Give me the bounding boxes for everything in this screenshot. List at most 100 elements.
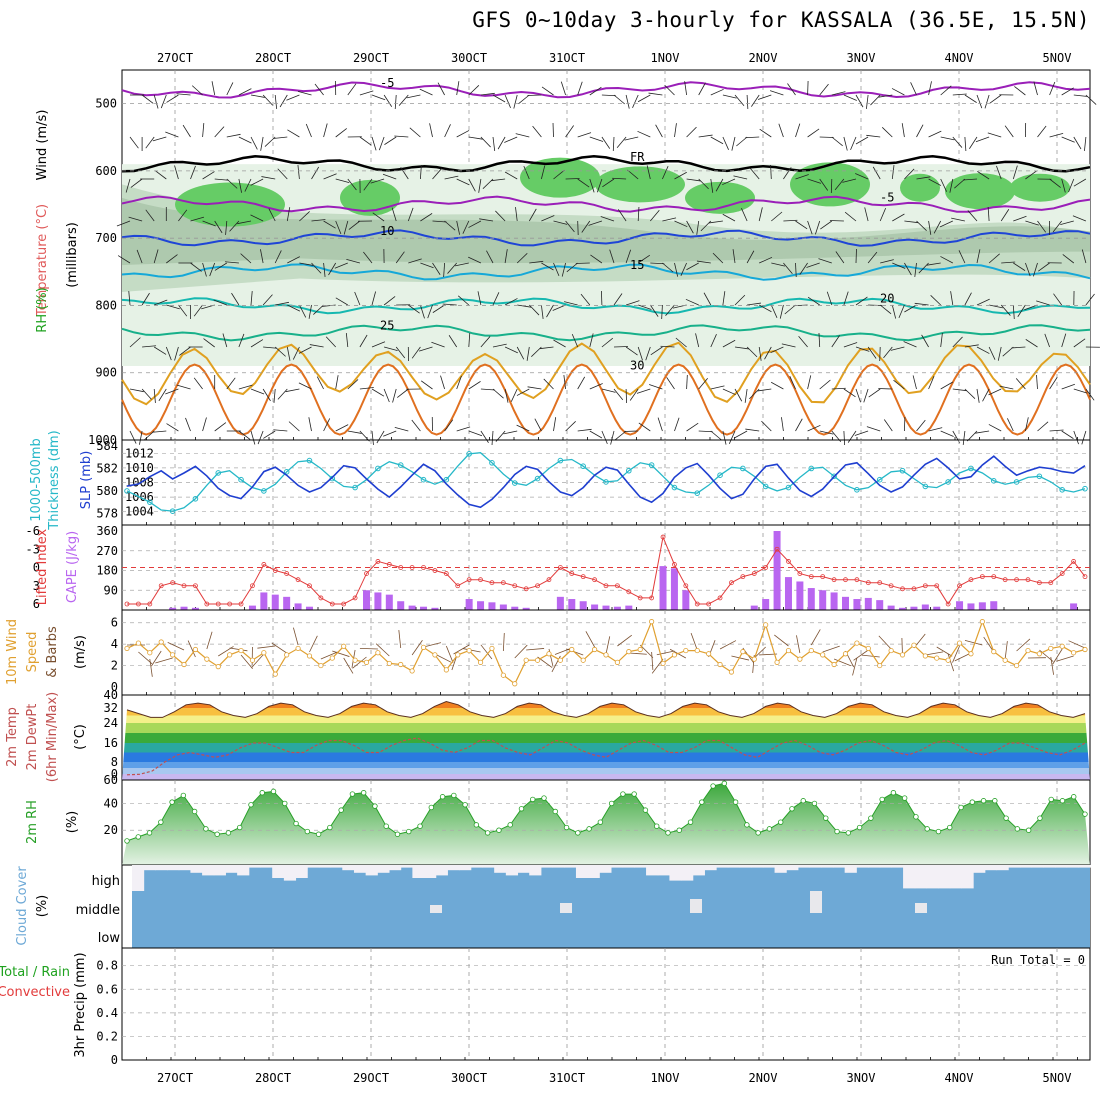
wind-barb xyxy=(878,94,893,98)
lifted-index-point xyxy=(820,574,826,580)
isotherm-35 xyxy=(121,363,1091,436)
cloud-high-gap xyxy=(949,865,962,889)
wind-speed-point xyxy=(785,647,792,654)
wind-barb xyxy=(504,249,508,264)
wind-barb xyxy=(939,220,953,228)
lifted-index-point xyxy=(250,583,255,589)
wind-barb xyxy=(299,304,307,318)
rh-point xyxy=(315,831,322,837)
wind-barb xyxy=(517,304,532,308)
wind-speed-point xyxy=(534,657,541,663)
wind-barb xyxy=(901,123,905,138)
wind-barb xyxy=(193,304,203,317)
rh-point xyxy=(766,826,773,832)
wind-speed-point xyxy=(215,664,221,670)
wind-barb-10m xyxy=(1004,641,1008,660)
wind-barb xyxy=(781,343,796,348)
wind-barb xyxy=(492,136,496,151)
isotherm-label: -5 xyxy=(880,191,894,205)
cape-bar xyxy=(853,599,861,610)
thickness-point xyxy=(945,479,951,485)
wind-barb xyxy=(649,304,659,317)
rh-point xyxy=(608,800,615,807)
isotherm-label: 20 xyxy=(880,291,894,305)
cloud-high-gap xyxy=(914,865,927,889)
wind-barb xyxy=(951,217,965,222)
cloud-high-gap xyxy=(832,865,846,868)
cape-tick: 180 xyxy=(96,564,118,578)
wind-barb xyxy=(601,388,616,393)
lifted-index-point xyxy=(352,595,358,601)
rh-point xyxy=(1082,811,1088,817)
wind-barb xyxy=(250,291,253,306)
wind-barb xyxy=(686,374,688,390)
wind-barb xyxy=(456,81,460,96)
wind-barb xyxy=(662,262,674,273)
rh2m-label: 2m RH xyxy=(25,800,40,844)
wind-barb xyxy=(601,94,616,97)
temp-band xyxy=(122,695,1090,702)
cape-bar xyxy=(488,602,496,610)
wind-barb xyxy=(443,262,445,277)
wind-barb xyxy=(771,211,783,222)
wind-barb-10m xyxy=(271,642,287,654)
top-date-tick: 29OCT xyxy=(353,51,389,65)
wind-barb xyxy=(541,262,554,271)
wind-barb xyxy=(1037,125,1047,138)
wind-barb-10m xyxy=(964,639,983,646)
wind-barb xyxy=(348,220,361,230)
wind-barb xyxy=(447,262,458,274)
rh-point xyxy=(947,824,953,831)
wind-barb xyxy=(141,94,154,104)
wind-barb xyxy=(456,375,462,390)
rh-point xyxy=(158,819,164,825)
wind-barb xyxy=(288,421,300,432)
thickness-point xyxy=(580,463,586,470)
cape-bar xyxy=(784,577,792,610)
cape-bar xyxy=(967,603,975,610)
rh-point xyxy=(248,802,254,808)
wind-speed-point xyxy=(979,619,985,625)
wind-barb xyxy=(238,333,245,348)
lifted-index-point xyxy=(683,583,689,589)
rh-point xyxy=(237,824,243,831)
lifted-index-point xyxy=(318,595,324,601)
wind-speed-point xyxy=(306,653,313,659)
rh-point xyxy=(992,798,998,804)
slp-label: SLP (mb) xyxy=(79,451,94,510)
cloud-high-gap xyxy=(517,865,530,873)
wind-speed-point xyxy=(660,660,666,667)
wind-barb xyxy=(883,419,893,432)
wind-barb xyxy=(674,171,687,180)
wind-barb xyxy=(686,126,697,138)
isotherm-15 xyxy=(121,263,1091,281)
cape-bar xyxy=(602,605,610,610)
wind-barb xyxy=(1081,430,1087,445)
wind-barb xyxy=(577,376,586,390)
wind-barb-10m xyxy=(155,657,173,664)
wind-barb xyxy=(891,165,895,180)
wind-barb xyxy=(930,294,941,306)
temp-tick: 8 xyxy=(111,755,118,769)
wind-barb xyxy=(116,220,131,227)
wind-barb xyxy=(363,251,373,264)
wind-barb-10m xyxy=(445,645,454,663)
wind-speed-point xyxy=(124,645,130,652)
isotherm-label: 30 xyxy=(630,359,644,373)
wind-speed-point xyxy=(192,646,199,653)
wind-barb xyxy=(529,260,544,264)
thickness-tick: 578 xyxy=(96,506,118,520)
wind-barb xyxy=(409,127,421,138)
cloud-high-gap xyxy=(891,865,904,868)
wind-barb xyxy=(649,210,660,222)
lifted-index-point xyxy=(1025,577,1031,583)
cape-bar xyxy=(921,604,929,610)
wind-barb xyxy=(1061,430,1074,439)
wind-barb xyxy=(625,94,630,109)
upper-wind-label: Wind (m/s) xyxy=(35,110,50,181)
wind-barb xyxy=(153,249,159,264)
wind-barb xyxy=(128,291,131,306)
wind-barb xyxy=(456,220,461,235)
wind-barb xyxy=(468,256,482,264)
wind-barb xyxy=(534,418,542,432)
